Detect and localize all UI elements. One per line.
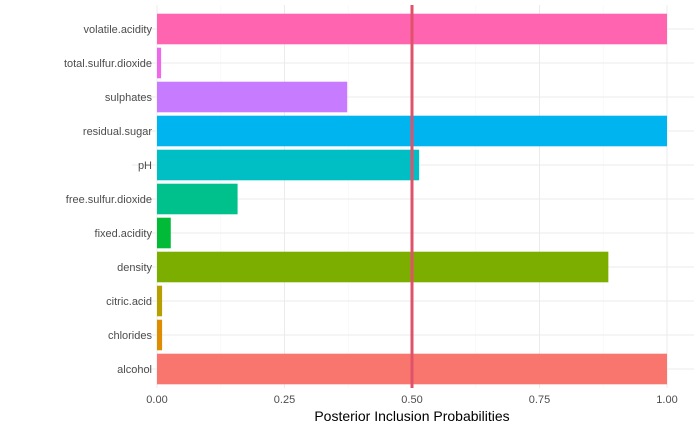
bar-chlorides [157,319,163,351]
x-tick-label: 0.75 [529,394,550,406]
x-axis-title: Posterior Inclusion Probabilities [314,408,509,424]
x-tick-label: 0.00 [146,394,167,406]
x-axis-tick-labels: 0.00 0.25 0.50 0.75 1.00 [146,394,677,406]
bar-sulphates [157,81,348,113]
bar-citric-acid [157,285,163,317]
y-tick-label: chlorides [108,330,153,342]
y-tick-label: alcohol [117,364,152,376]
bar-fixed-acidity [157,217,171,249]
bar-density [157,251,609,283]
x-tick-label: 1.00 [656,394,677,406]
y-tick-label: pH [138,160,152,172]
bar-total-sulfur-dioxide [157,47,162,79]
x-tick-label: 0.50 [401,394,422,406]
y-tick-label: volatile.acidity [84,24,153,36]
y-tick-label: total.sulfur.dioxide [64,58,152,70]
y-tick-label: density [117,262,152,274]
y-tick-label: sulphates [105,92,153,104]
bar-pH [157,149,420,181]
y-axis-tick-labels: alcohol chlorides citric.acid density fixed.… [64,24,153,376]
y-tick-label: residual.sugar [83,126,152,138]
bar-free-sulfur-dioxide [157,183,238,215]
y-tick-label: free.sulfur.dioxide [66,194,152,206]
y-tick-label: citric.acid [106,296,152,308]
x-tick-label: 0.25 [274,394,295,406]
y-tick-label: fixed.acidity [95,228,153,240]
